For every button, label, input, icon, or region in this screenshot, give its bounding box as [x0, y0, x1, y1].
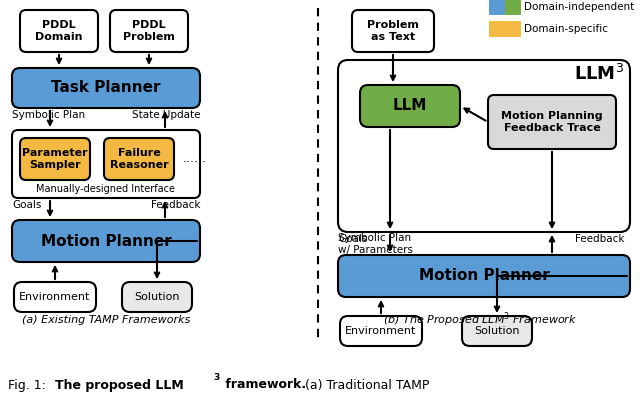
FancyBboxPatch shape: [352, 10, 434, 52]
FancyBboxPatch shape: [489, 21, 521, 37]
FancyBboxPatch shape: [340, 316, 422, 346]
FancyBboxPatch shape: [110, 10, 188, 52]
Text: PDDL
Domain: PDDL Domain: [35, 20, 83, 42]
Text: Domain-independent: Domain-independent: [524, 2, 634, 12]
Text: Symbolic Plan
w/ Parameters: Symbolic Plan w/ Parameters: [338, 233, 413, 255]
FancyBboxPatch shape: [20, 10, 98, 52]
Text: Motion Planning
Feedback Trace: Motion Planning Feedback Trace: [501, 111, 603, 133]
Text: Goals: Goals: [338, 234, 367, 244]
Text: LLM$^3$: LLM$^3$: [574, 64, 624, 84]
Text: Feedback: Feedback: [575, 234, 625, 244]
Text: Fig. 1:: Fig. 1:: [8, 379, 50, 391]
FancyBboxPatch shape: [462, 316, 532, 346]
Text: Solution: Solution: [134, 292, 180, 302]
Text: Motion Planner: Motion Planner: [40, 233, 172, 249]
Text: The proposed LLM: The proposed LLM: [55, 379, 184, 391]
Text: PDDL
Problem: PDDL Problem: [123, 20, 175, 42]
Text: Environment: Environment: [346, 326, 417, 336]
Text: framework.: framework.: [221, 379, 306, 391]
FancyBboxPatch shape: [12, 68, 200, 108]
Text: Goals: Goals: [12, 200, 42, 210]
Text: (a) Traditional TAMP: (a) Traditional TAMP: [301, 379, 429, 391]
Text: Environment: Environment: [19, 292, 91, 302]
FancyBboxPatch shape: [20, 138, 90, 180]
Text: Parameter
Sampler: Parameter Sampler: [22, 148, 88, 170]
FancyBboxPatch shape: [338, 60, 630, 232]
Text: LLM: LLM: [393, 99, 427, 113]
Text: Feedback: Feedback: [150, 200, 200, 210]
Text: State Update: State Update: [131, 110, 200, 120]
FancyBboxPatch shape: [122, 282, 192, 312]
Text: (a) Existing TAMP Frameworks: (a) Existing TAMP Frameworks: [22, 315, 190, 325]
FancyBboxPatch shape: [12, 220, 200, 262]
FancyBboxPatch shape: [505, 0, 521, 15]
Text: ......: ......: [183, 152, 207, 166]
FancyBboxPatch shape: [12, 130, 200, 198]
Text: Symbolic Plan: Symbolic Plan: [12, 110, 85, 120]
FancyBboxPatch shape: [104, 138, 174, 180]
Text: Motion Planner: Motion Planner: [419, 269, 549, 284]
Text: Solution: Solution: [474, 326, 520, 336]
FancyBboxPatch shape: [489, 0, 505, 15]
FancyBboxPatch shape: [360, 85, 460, 127]
Text: Task Planner: Task Planner: [51, 81, 161, 95]
Text: 3: 3: [213, 373, 220, 381]
FancyBboxPatch shape: [338, 255, 630, 297]
FancyBboxPatch shape: [14, 282, 96, 312]
FancyBboxPatch shape: [488, 95, 616, 149]
Text: Problem
as Text: Problem as Text: [367, 20, 419, 42]
Text: (b) The Proposed LLM$^3$ Framework: (b) The Proposed LLM$^3$ Framework: [383, 311, 577, 329]
Text: Domain-specific: Domain-specific: [524, 24, 608, 34]
Text: Failure
Reasoner: Failure Reasoner: [109, 148, 168, 170]
Text: Manually-designed Interface: Manually-designed Interface: [36, 184, 175, 194]
